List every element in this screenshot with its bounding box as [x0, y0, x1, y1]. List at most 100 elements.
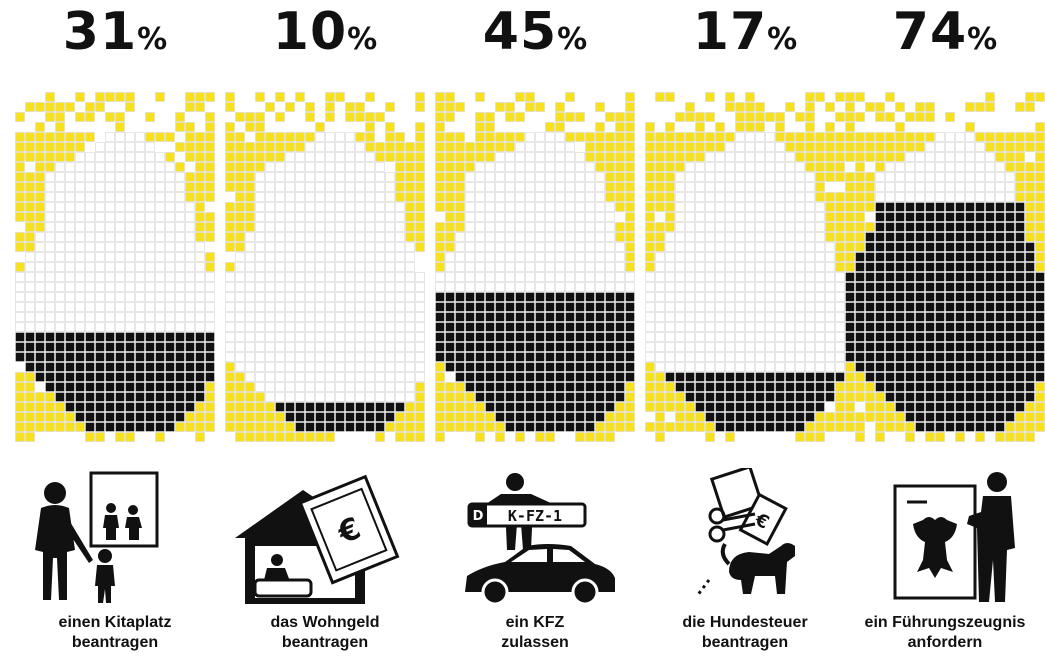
waffle-cell-filled	[455, 342, 465, 352]
waffle-cell-filled	[965, 322, 975, 332]
waffle-cell-outside	[675, 412, 685, 422]
waffle-cell-filled	[735, 382, 745, 392]
waffle-cell-outside	[785, 142, 795, 152]
waffle-cell-filled	[935, 302, 945, 312]
waffle-cell-empty	[555, 162, 565, 172]
waffle-cell-filled	[935, 422, 945, 432]
waffle-cell-empty	[525, 172, 535, 182]
waffle-cell-empty	[315, 182, 325, 192]
waffle-cell-outside	[875, 112, 885, 122]
waffle-cell-filled	[985, 262, 995, 272]
waffle-cell-outside	[235, 212, 245, 222]
waffle-cell-empty	[385, 252, 395, 262]
waffle-cell-empty	[345, 302, 355, 312]
waffle-cell-filled	[955, 332, 965, 342]
waffle-cell-empty	[195, 262, 205, 272]
waffle-cell-empty	[815, 312, 825, 322]
waffle-cell-filled	[455, 322, 465, 332]
waffle-cell-empty	[495, 272, 505, 282]
waffle-cell-filled	[505, 352, 515, 362]
waffle-cell-empty	[465, 252, 475, 262]
waffle-cell-outside	[615, 202, 625, 212]
waffle-cell-empty	[245, 362, 255, 372]
waffle-cell-empty	[265, 182, 275, 192]
waffle-cell-outside	[225, 392, 235, 402]
waffle-cell-filled	[975, 312, 985, 322]
waffle-cell-filled	[925, 262, 935, 272]
waffle-cell-filled	[1015, 302, 1025, 312]
waffle-cell-filled	[965, 282, 975, 292]
waffle-cell-empty	[515, 282, 525, 292]
waffle-cell-empty	[345, 312, 355, 322]
waffle-cell-outside	[205, 182, 215, 192]
waffle-cell-outside	[605, 412, 615, 422]
waffle-cell-outside	[505, 112, 515, 122]
waffle-cell-outside	[15, 242, 25, 252]
waffle-cell-filled	[995, 222, 1005, 232]
waffle-cell-filled	[1035, 292, 1045, 302]
waffle-cell-outside	[895, 412, 905, 422]
waffle-cell-outside	[605, 422, 615, 432]
waffle-cell-empty	[755, 292, 765, 302]
waffle-cell-filled	[985, 222, 995, 232]
waffle-cell-filled	[65, 392, 75, 402]
waffle-cell-empty	[455, 282, 465, 292]
waffle-cell-empty	[435, 282, 445, 292]
waffle-cell-outside	[205, 222, 215, 232]
waffle-cell-filled	[565, 372, 575, 382]
waffle-cell-empty	[345, 132, 355, 142]
waffle-cell-outside	[25, 382, 35, 392]
waffle-cell-filled	[925, 232, 935, 242]
waffle-cell-filled	[315, 402, 325, 412]
waffle-cell-filled	[875, 222, 885, 232]
waffle-cell-filled	[885, 282, 895, 292]
waffle-cell-filled	[985, 342, 995, 352]
waffle-cell-filled	[945, 342, 955, 352]
waffle-cell-empty	[365, 312, 375, 322]
waffle-cell-empty	[255, 282, 265, 292]
waffle-cell-outside	[15, 132, 25, 142]
waffle-cell-filled	[35, 342, 45, 352]
waffle-cell-filled	[605, 292, 615, 302]
waffle-cell-outside	[855, 372, 865, 382]
waffle-cell-empty	[405, 302, 415, 312]
waffle-cell-empty	[755, 262, 765, 272]
waffle-cell-empty	[805, 282, 815, 292]
waffle-cell-empty	[175, 312, 185, 322]
waffle-cell-filled	[165, 342, 175, 352]
waffle-cell-empty	[55, 322, 65, 332]
waffle-cell-filled	[915, 262, 925, 272]
waffle-cell-outside	[205, 262, 215, 272]
waffle-cell-outside	[595, 432, 605, 442]
waffle-cell-outside	[1025, 102, 1035, 112]
waffle-cell-empty	[345, 382, 355, 392]
waffle-cell-empty	[805, 202, 815, 212]
waffle-cell-outside	[855, 172, 865, 182]
waffle-cell-empty	[705, 192, 715, 202]
waffle-cell-filled	[25, 332, 35, 342]
waffle-cell-outside	[445, 172, 455, 182]
waffle-cell-empty	[735, 352, 745, 362]
waffle-cell-empty	[735, 152, 745, 162]
waffle-cell-filled	[955, 252, 965, 262]
waffle-cell-empty	[795, 242, 805, 252]
waffle-cell-filled	[205, 352, 215, 362]
waffle-cell-empty	[795, 362, 805, 372]
waffle-cell-empty	[225, 312, 235, 322]
waffle-cell-empty	[65, 162, 75, 172]
waffle-cell-filled	[175, 372, 185, 382]
waffle-cell-filled	[715, 412, 725, 422]
waffle-cell-outside	[225, 382, 235, 392]
house-money-icon: €	[235, 474, 400, 604]
waffle-cell-empty	[615, 242, 625, 252]
waffle-cell-outside	[645, 182, 655, 192]
waffle-cell-empty	[305, 262, 315, 272]
waffle-cell-empty	[545, 162, 555, 172]
waffle-cell-filled	[335, 412, 345, 422]
waffle-cell-empty	[325, 232, 335, 242]
waffle-cell-filled	[785, 402, 795, 412]
waffle-cell-filled	[905, 392, 915, 402]
waffle-cell-outside	[435, 92, 445, 102]
waffle-cell-filled	[545, 342, 555, 352]
waffle-cell-filled	[85, 342, 95, 352]
